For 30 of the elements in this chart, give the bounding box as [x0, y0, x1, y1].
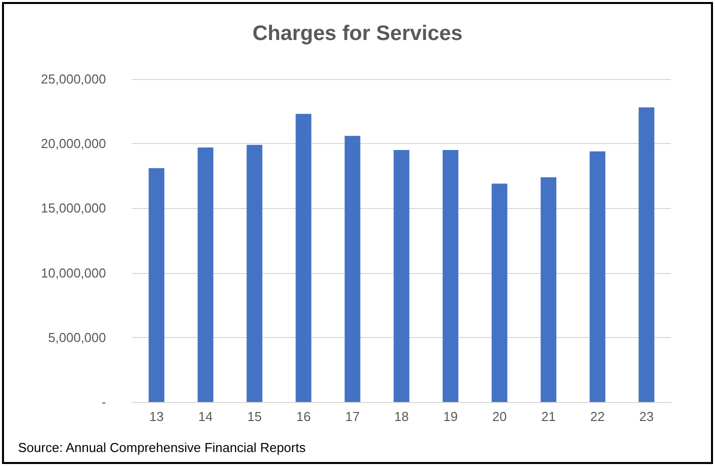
x-tick-label: 15 — [247, 409, 262, 424]
x-tick-label: 13 — [149, 409, 164, 424]
y-tick-label: 20,000,000 — [40, 136, 106, 152]
chart-title: Charges for Services — [252, 22, 463, 45]
y-tick-label: 5,000,000 — [48, 330, 106, 345]
bar — [344, 136, 360, 402]
x-tick-label: 23 — [639, 409, 654, 424]
bar — [540, 177, 556, 402]
y-tick-label: 15,000,000 — [40, 200, 106, 216]
bar — [442, 150, 458, 402]
bar — [148, 168, 164, 402]
x-tick-label: 21 — [541, 409, 556, 424]
x-tick-label: 17 — [345, 409, 360, 424]
x-tick-label: 20 — [492, 409, 507, 424]
x-tick-label: 22 — [590, 409, 605, 424]
bar — [492, 184, 508, 402]
y-tick-label: 10,000,000 — [40, 265, 106, 280]
bar — [590, 151, 606, 402]
x-tick-label: 19 — [443, 409, 458, 424]
x-tick-label: 14 — [198, 409, 213, 424]
bar — [638, 107, 654, 402]
bar — [394, 150, 410, 402]
source-note: Source: Annual Comprehensive Financial Reports — [18, 440, 306, 455]
bar — [246, 144, 262, 402]
y-tick-label: - — [102, 394, 106, 410]
y-tick-label: 25,000,000 — [40, 72, 106, 86]
x-tick-label: 18 — [394, 409, 409, 424]
bar — [198, 147, 214, 402]
bar — [296, 114, 312, 402]
x-tick-label: 16 — [296, 409, 311, 424]
